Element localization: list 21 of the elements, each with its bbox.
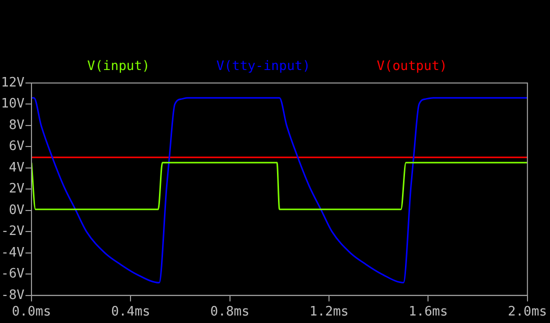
y-tick-label: -6V: [0, 266, 25, 282]
y-tick-label: -2V: [0, 224, 25, 240]
y-tick-label: 12V: [0, 75, 25, 90]
x-tick-label: 0.0ms: [12, 304, 52, 320]
y-tick-label: 4V: [8, 160, 25, 176]
y-tick-label: 10V: [0, 96, 25, 112]
line-series: [31, 97, 528, 284]
y-tick-label: 2V: [8, 182, 25, 197]
series-label: V(tty-input): [216, 58, 310, 74]
x-tick-label: 1.2ms: [309, 304, 349, 320]
y-tick-label: -8V: [0, 288, 25, 303]
x-tick-label: 0.8ms: [210, 304, 250, 320]
y-tick-label: 6V: [8, 139, 25, 154]
x-tick-label: 0.4ms: [111, 304, 150, 320]
x-tick-label: 2.0ms: [508, 304, 548, 320]
text: V(output): [376, 58, 448, 74]
x-tick-label: 1.6ms: [408, 304, 448, 320]
y-tick-label: 8V: [8, 118, 25, 133]
y-tick-label: 0V: [8, 202, 25, 218]
y-tick-label: -4V: [0, 245, 25, 260]
text: V(input): [87, 58, 150, 74]
